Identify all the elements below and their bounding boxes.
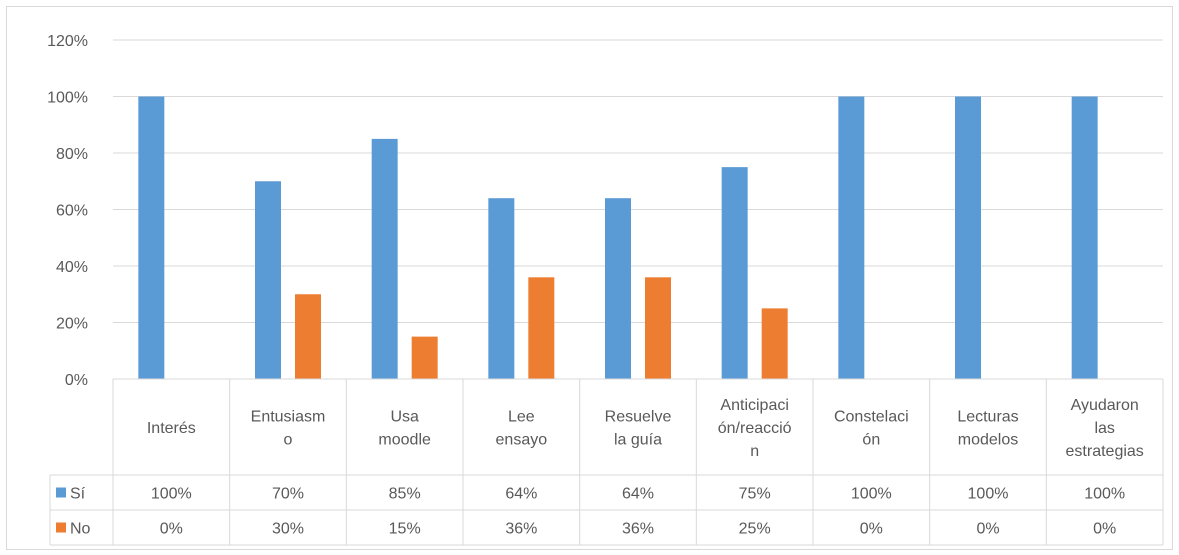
table-value: 15% xyxy=(389,521,421,538)
category-label: Ayudaron xyxy=(1071,397,1139,414)
table-value: 30% xyxy=(272,521,304,538)
table-value: 25% xyxy=(739,521,771,538)
legend-key-no xyxy=(56,522,66,533)
category-label: ón xyxy=(862,432,880,449)
category-label: Anticipaci xyxy=(720,397,788,414)
bar-no xyxy=(761,308,788,379)
table-value: 100% xyxy=(968,486,1009,503)
table-value: 0% xyxy=(976,521,999,538)
bar-si xyxy=(371,138,398,379)
bar-si xyxy=(838,96,865,379)
table-value: 0% xyxy=(860,521,883,538)
category-label: ensayo xyxy=(496,432,548,449)
category-label: las xyxy=(1094,420,1114,437)
category-label: Lecturas xyxy=(957,409,1018,426)
y-tick-label: 80% xyxy=(56,146,88,163)
table-value: 100% xyxy=(151,486,192,503)
table-value: 64% xyxy=(622,486,654,503)
category-label: la guía xyxy=(614,432,662,449)
bar-no xyxy=(528,277,555,379)
y-tick-label: 120% xyxy=(47,33,88,50)
bar-si xyxy=(955,96,981,379)
category-label: Usa xyxy=(390,409,419,426)
bar-si xyxy=(488,198,515,379)
table-value: 70% xyxy=(272,486,304,503)
legend-key-si xyxy=(56,487,66,498)
category-label: Resuelve xyxy=(605,409,672,426)
bar-si xyxy=(1071,96,1098,379)
bar-si xyxy=(138,96,165,379)
category-label: Lee xyxy=(508,409,535,426)
legend-label: Sí xyxy=(70,486,86,503)
bar-si xyxy=(605,198,631,379)
legend-label: No xyxy=(70,521,91,538)
y-tick-label: 20% xyxy=(56,316,88,333)
category-label: Interés xyxy=(147,420,196,437)
table-value: 75% xyxy=(739,486,771,503)
table-value: 64% xyxy=(505,486,537,503)
y-tick-label: 0% xyxy=(65,372,88,389)
table-value: 85% xyxy=(389,486,421,503)
category-label: modelos xyxy=(958,432,1018,449)
table-value: 36% xyxy=(622,521,654,538)
table-value: 0% xyxy=(1093,521,1116,538)
table-value: 100% xyxy=(851,486,892,503)
category-label: ón/reacció xyxy=(718,420,792,437)
category-label: Entusiasm xyxy=(251,409,326,426)
bar-si xyxy=(721,167,748,379)
y-tick-label: 40% xyxy=(56,259,88,276)
category-label: estrategias xyxy=(1066,443,1144,460)
y-tick-label: 100% xyxy=(47,90,88,107)
bar-no xyxy=(295,294,321,379)
category-label: Constelaci xyxy=(834,409,909,426)
table-value: 100% xyxy=(1084,486,1125,503)
bar-no xyxy=(645,277,671,379)
category-label: o xyxy=(284,432,293,449)
category-label: moodle xyxy=(378,432,431,449)
category-label: n xyxy=(750,443,759,460)
y-tick-label: 60% xyxy=(56,203,88,220)
table-value: 0% xyxy=(160,521,183,538)
table-value: 36% xyxy=(505,521,537,538)
bar-si xyxy=(255,181,281,379)
bar-no xyxy=(411,336,438,379)
